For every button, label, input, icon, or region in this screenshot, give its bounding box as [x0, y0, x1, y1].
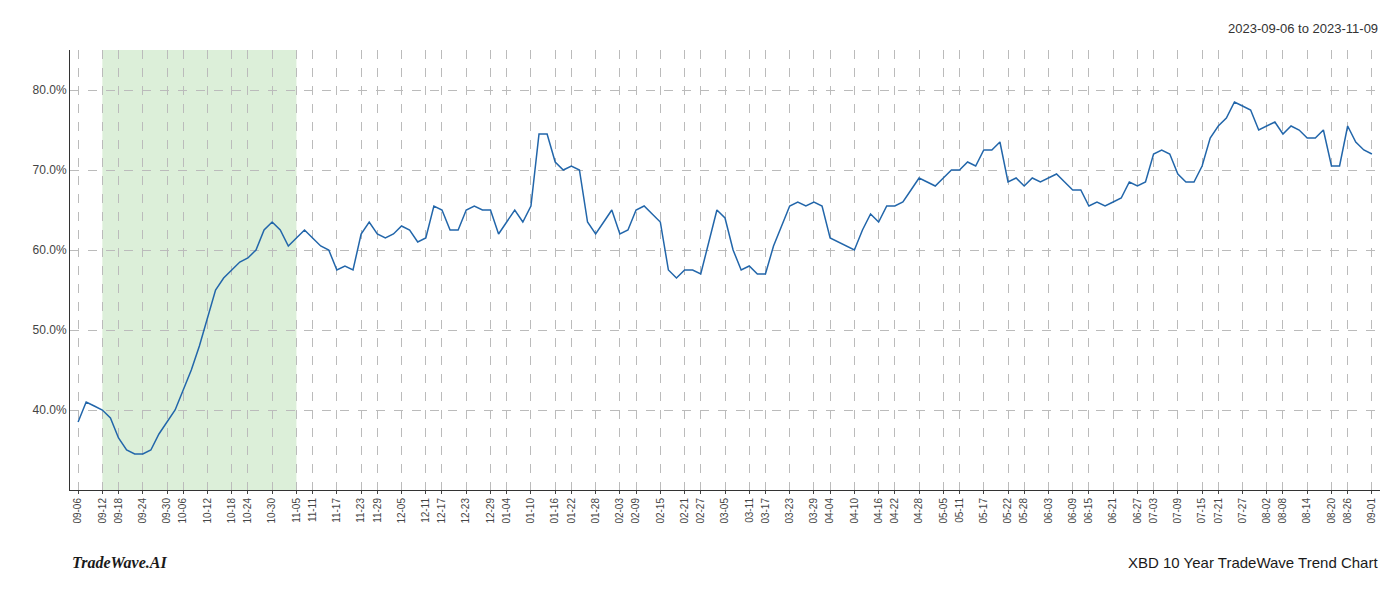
- svg-text:04-16: 04-16: [873, 498, 884, 524]
- svg-text:05-17: 05-17: [978, 498, 989, 524]
- svg-text:02-03: 02-03: [614, 498, 625, 524]
- svg-text:06-21: 06-21: [1107, 498, 1118, 524]
- svg-text:01-28: 01-28: [590, 498, 601, 524]
- svg-text:05-05: 05-05: [938, 498, 949, 524]
- svg-text:08-14: 08-14: [1301, 498, 1312, 524]
- svg-text:XBD 10 Year TradeWave Trend Ch: XBD 10 Year TradeWave Trend Chart: [1128, 554, 1378, 571]
- svg-text:12-17: 12-17: [436, 498, 447, 524]
- svg-text:01-16: 01-16: [549, 498, 560, 524]
- svg-text:07-21: 07-21: [1213, 498, 1224, 524]
- svg-text:06-15: 06-15: [1083, 498, 1094, 524]
- svg-text:03-17: 03-17: [760, 498, 771, 524]
- svg-text:01-04: 01-04: [501, 498, 512, 524]
- svg-text:04-28: 04-28: [913, 498, 924, 524]
- svg-text:09-24: 09-24: [137, 498, 148, 524]
- svg-text:02-27: 02-27: [695, 498, 706, 524]
- svg-text:09-12: 09-12: [97, 498, 108, 524]
- svg-text:02-09: 02-09: [630, 498, 641, 524]
- svg-text:12-05: 12-05: [396, 498, 407, 524]
- svg-text:09-01: 09-01: [1366, 498, 1377, 524]
- svg-text:11-05: 11-05: [291, 498, 302, 523]
- svg-text:05-11: 05-11: [954, 498, 965, 523]
- svg-text:01-22: 01-22: [566, 498, 577, 524]
- svg-text:11-29: 11-29: [372, 498, 383, 523]
- svg-text:04-10: 04-10: [849, 498, 860, 524]
- svg-text:04-22: 04-22: [889, 498, 900, 524]
- svg-text:10-30: 10-30: [266, 498, 277, 524]
- svg-text:06-09: 06-09: [1067, 498, 1078, 524]
- svg-text:10-06: 10-06: [177, 498, 188, 524]
- svg-text:60.0%: 60.0%: [33, 243, 67, 257]
- svg-text:08-20: 08-20: [1326, 498, 1337, 524]
- svg-text:11-17: 11-17: [331, 498, 342, 523]
- svg-text:11-11: 11-11: [307, 498, 318, 523]
- svg-text:08-02: 08-02: [1261, 498, 1272, 524]
- svg-text:04-04: 04-04: [824, 498, 835, 524]
- svg-text:06-03: 06-03: [1043, 498, 1054, 524]
- svg-text:70.0%: 70.0%: [33, 163, 67, 177]
- svg-text:09-06: 09-06: [72, 498, 83, 524]
- svg-text:07-09: 07-09: [1172, 498, 1183, 524]
- svg-text:09-18: 09-18: [113, 498, 124, 524]
- svg-text:40.0%: 40.0%: [33, 403, 67, 417]
- svg-text:50.0%: 50.0%: [33, 323, 67, 337]
- svg-text:2023-09-06 to 2023-11-09: 2023-09-06 to 2023-11-09: [1228, 21, 1378, 36]
- svg-text:05-22: 05-22: [1002, 498, 1013, 524]
- svg-text:03-05: 03-05: [719, 498, 730, 524]
- svg-text:12-29: 12-29: [485, 498, 496, 524]
- svg-text:07-03: 07-03: [1148, 498, 1159, 524]
- svg-text:02-21: 02-21: [679, 498, 690, 524]
- svg-text:12-11: 12-11: [420, 498, 431, 523]
- svg-text:05-28: 05-28: [1018, 498, 1029, 524]
- svg-text:08-26: 08-26: [1342, 498, 1353, 524]
- svg-text:80.0%: 80.0%: [33, 83, 67, 97]
- svg-text:11-23: 11-23: [355, 498, 366, 523]
- svg-text:10-12: 10-12: [202, 498, 213, 524]
- svg-text:10-18: 10-18: [226, 498, 237, 524]
- svg-text:07-27: 07-27: [1237, 498, 1248, 524]
- svg-text:07-15: 07-15: [1196, 498, 1207, 524]
- svg-text:03-29: 03-29: [808, 498, 819, 524]
- svg-text:06-27: 06-27: [1132, 498, 1143, 524]
- svg-text:08-08: 08-08: [1277, 498, 1288, 524]
- svg-text:03-11: 03-11: [744, 498, 755, 523]
- svg-text:03-23: 03-23: [784, 498, 795, 524]
- svg-text:01-10: 01-10: [525, 498, 536, 524]
- svg-text:TradeWave.AI: TradeWave.AI: [72, 554, 167, 571]
- svg-text:02-15: 02-15: [655, 498, 666, 524]
- svg-text:09-30: 09-30: [161, 498, 172, 524]
- svg-text:12-23: 12-23: [460, 498, 471, 524]
- svg-text:10-24: 10-24: [242, 498, 253, 524]
